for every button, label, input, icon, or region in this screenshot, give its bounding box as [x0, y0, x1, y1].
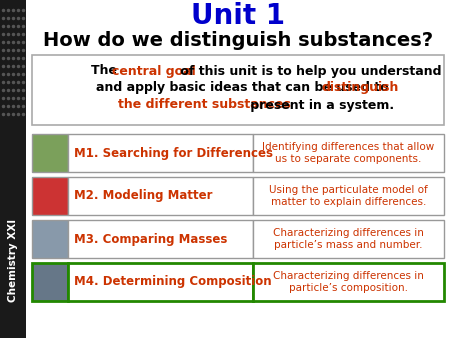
- FancyBboxPatch shape: [253, 220, 444, 258]
- FancyBboxPatch shape: [26, 0, 450, 338]
- Text: How do we distinguish substances?: How do we distinguish substances?: [43, 30, 433, 49]
- FancyBboxPatch shape: [32, 55, 444, 125]
- FancyBboxPatch shape: [0, 0, 26, 338]
- Text: and apply basic ideas that can be used to: and apply basic ideas that can be used t…: [96, 80, 393, 94]
- Text: M3. Comparing Masses: M3. Comparing Masses: [74, 233, 227, 245]
- FancyBboxPatch shape: [253, 134, 444, 172]
- Text: The: The: [91, 65, 121, 77]
- FancyBboxPatch shape: [253, 263, 444, 301]
- FancyBboxPatch shape: [32, 263, 68, 301]
- FancyBboxPatch shape: [68, 177, 253, 215]
- Text: distinguish: distinguish: [321, 80, 398, 94]
- FancyBboxPatch shape: [253, 177, 444, 215]
- Text: Characterizing differences in
particle’s mass and number.: Characterizing differences in particle’s…: [273, 228, 424, 250]
- FancyBboxPatch shape: [68, 263, 253, 301]
- Text: M2. Modeling Matter: M2. Modeling Matter: [74, 190, 212, 202]
- Text: Using the particulate model of
matter to explain differences.: Using the particulate model of matter to…: [269, 185, 428, 207]
- Text: Chemistry XXI: Chemistry XXI: [8, 218, 18, 301]
- Text: Characterizing differences in
particle’s composition.: Characterizing differences in particle’s…: [273, 271, 424, 293]
- Text: the different substances: the different substances: [117, 98, 290, 112]
- Text: M4. Determining Composition: M4. Determining Composition: [74, 275, 272, 289]
- FancyBboxPatch shape: [68, 220, 253, 258]
- Text: central goal: central goal: [112, 65, 196, 77]
- FancyBboxPatch shape: [32, 177, 68, 215]
- Text: Identifying differences that allow
us to separate components.: Identifying differences that allow us to…: [262, 142, 435, 164]
- FancyBboxPatch shape: [32, 220, 68, 258]
- Text: Unit 1: Unit 1: [191, 2, 285, 30]
- Text: M1. Searching for Differences: M1. Searching for Differences: [74, 146, 273, 160]
- Text: of this unit is to help you understand: of this unit is to help you understand: [176, 65, 442, 77]
- Text: present in a system.: present in a system.: [246, 98, 394, 112]
- FancyBboxPatch shape: [32, 134, 68, 172]
- FancyBboxPatch shape: [68, 134, 253, 172]
